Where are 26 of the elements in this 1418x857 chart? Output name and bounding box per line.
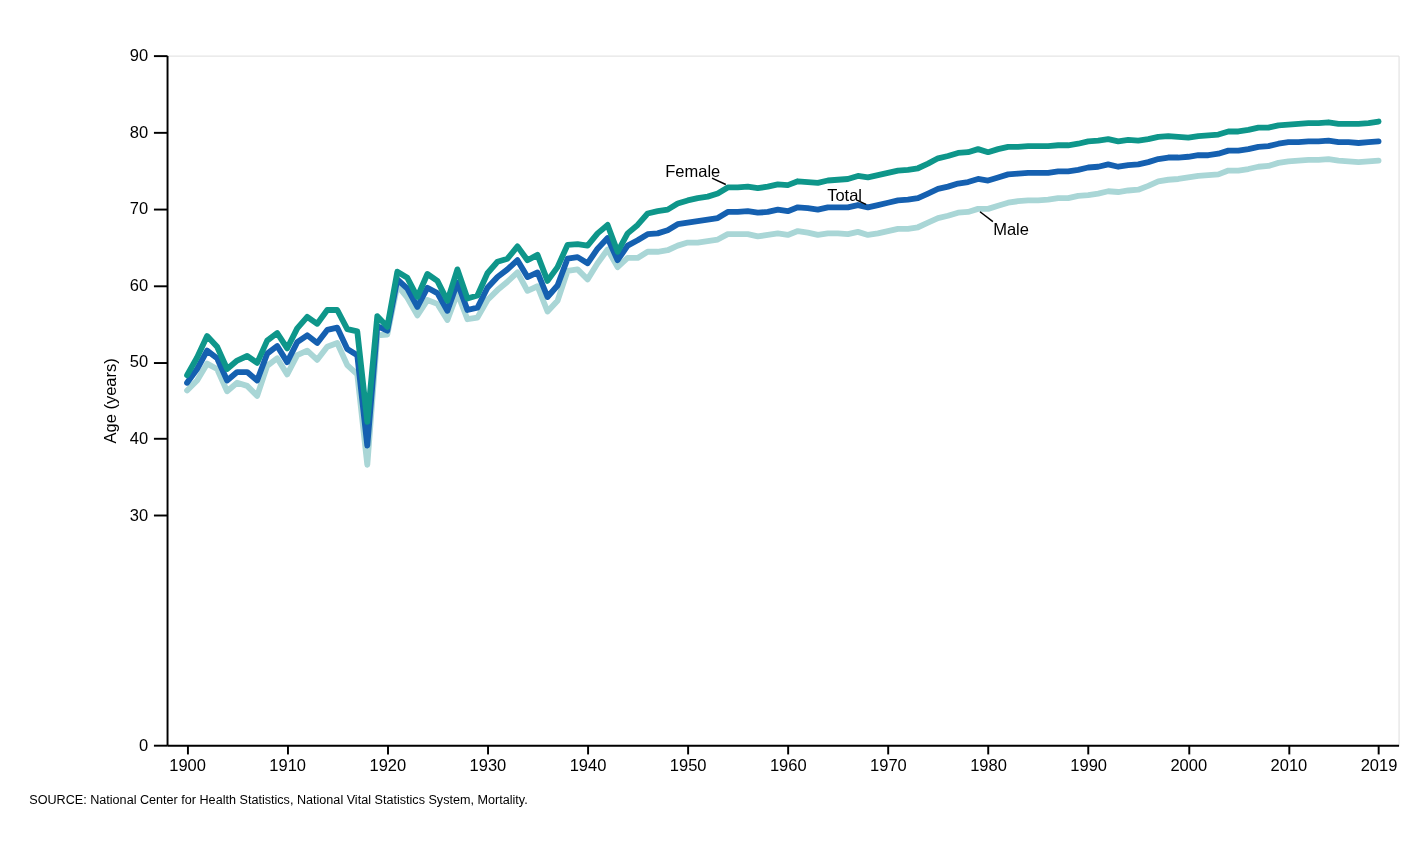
series-label: Total bbox=[827, 185, 863, 204]
series-label: Female bbox=[665, 161, 721, 180]
y-tick-label: 80 bbox=[129, 122, 149, 141]
x-tick-label: 2000 bbox=[1170, 755, 1208, 774]
x-tick-label: 1920 bbox=[369, 755, 407, 774]
x-tick-label: 1980 bbox=[970, 755, 1007, 774]
x-tick-label: 1940 bbox=[569, 755, 607, 774]
x-tick-label: 1970 bbox=[870, 755, 907, 774]
y-tick-label: 30 bbox=[129, 505, 149, 524]
source-note: SOURCE: National Center for Health Statistics, National Vital Statistics System, Mortality. bbox=[29, 793, 528, 808]
y-tick-label: 0 bbox=[138, 735, 149, 754]
y-tick-label: 60 bbox=[129, 275, 149, 294]
x-tick-label: 1900 bbox=[169, 755, 206, 774]
x-tick-label: 1950 bbox=[669, 755, 707, 774]
y-tick-label: 90 bbox=[129, 45, 149, 64]
series-label: Male bbox=[993, 220, 1029, 239]
x-tick-label: 1930 bbox=[469, 755, 507, 774]
y-axis-title: Age (years) bbox=[101, 358, 120, 444]
x-tick-label: 1910 bbox=[269, 755, 307, 774]
x-tick-label: 2019 bbox=[1360, 755, 1398, 774]
y-tick-label: 70 bbox=[129, 199, 149, 218]
x-tick-label: 1960 bbox=[769, 755, 807, 774]
y-tick-label: 50 bbox=[129, 352, 149, 371]
y-tick-label: 40 bbox=[129, 429, 149, 448]
x-tick-label: 1990 bbox=[1070, 755, 1108, 774]
x-tick-label: 2010 bbox=[1270, 755, 1308, 774]
